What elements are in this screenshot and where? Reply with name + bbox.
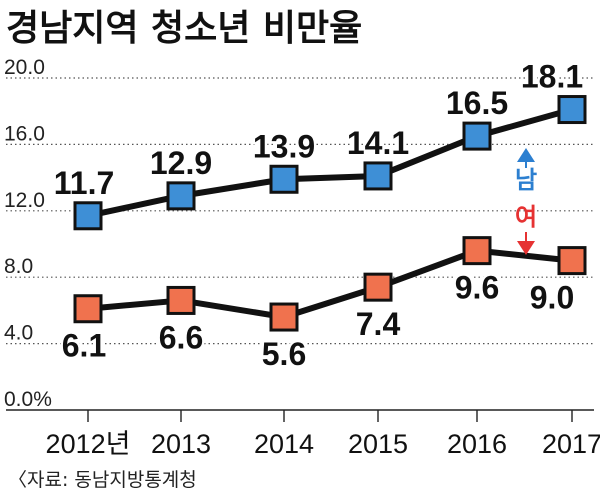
y-tick-label: 12.0	[4, 189, 45, 212]
data-label: 7.4	[356, 306, 401, 342]
gridlines	[6, 77, 594, 345]
x-tick-label: 2015	[348, 429, 408, 459]
data-label: 13.9	[253, 128, 315, 164]
data-label: 9.0	[530, 280, 574, 316]
data-label: 12.9	[150, 145, 212, 181]
series-line-1	[85, 247, 575, 321]
y-tick-label: 8.0	[4, 255, 33, 278]
data-label: 11.7	[54, 165, 115, 201]
gender-gap-annotation: 남여	[515, 148, 537, 255]
data-label: 5.6	[262, 336, 306, 372]
x-tick-label: 2016	[447, 429, 507, 459]
series-1-point	[166, 285, 196, 315]
data-label: 6.1	[62, 328, 106, 364]
arrow-down-icon	[517, 241, 535, 255]
series-lines	[85, 106, 575, 321]
source-note: 〈자료: 동남지방통계청	[8, 469, 197, 491]
series-0-point	[462, 121, 492, 151]
data-label: 16.5	[446, 85, 508, 121]
data-label: 6.6	[159, 319, 203, 355]
y-tick-label: 16.0	[4, 122, 45, 145]
series-0-point	[363, 161, 393, 191]
legend-male-label: 남	[515, 166, 537, 194]
series-1-point	[462, 236, 492, 266]
x-tick-label: 2017	[542, 429, 600, 459]
legend-female-label: 여	[515, 203, 537, 231]
series-1-point	[363, 272, 393, 302]
series-0-point	[269, 164, 299, 194]
y-tick-label: 0.0%	[4, 388, 52, 411]
x-tick-label: 2012년	[46, 429, 131, 459]
chart-title: 경남지역 청소년 비만율	[6, 8, 362, 49]
series-0-point	[166, 181, 196, 211]
x-tick-label: 2014	[254, 429, 314, 459]
y-axis-ticks: 0.0% 4.0 8.0 12.0 16.0 20.0	[4, 56, 52, 411]
y-tick-label: 4.0	[4, 322, 33, 345]
x-tick-label: 2013	[151, 429, 211, 459]
series-0-point	[557, 95, 587, 125]
data-label: 9.6	[455, 270, 499, 306]
data-labels: 11.7 12.9 13.9 14.1 16.5 18.1 6.1 6.6 5.6 7.4 9.6 9…	[51, 56, 585, 375]
series-markers	[73, 95, 587, 332]
series-1-point	[557, 246, 587, 276]
arrow-up-icon	[517, 148, 535, 162]
data-label: 14.1	[347, 125, 409, 161]
x-axis: 2012년 2013 2014 2015 2016 2017	[6, 409, 600, 459]
y-tick-label: 20.0	[4, 56, 45, 79]
series-1-point	[269, 302, 299, 332]
data-label: 18.1	[521, 59, 583, 95]
series-1-point	[73, 294, 103, 324]
series-0-point	[73, 201, 103, 231]
series-line-0	[85, 106, 575, 219]
